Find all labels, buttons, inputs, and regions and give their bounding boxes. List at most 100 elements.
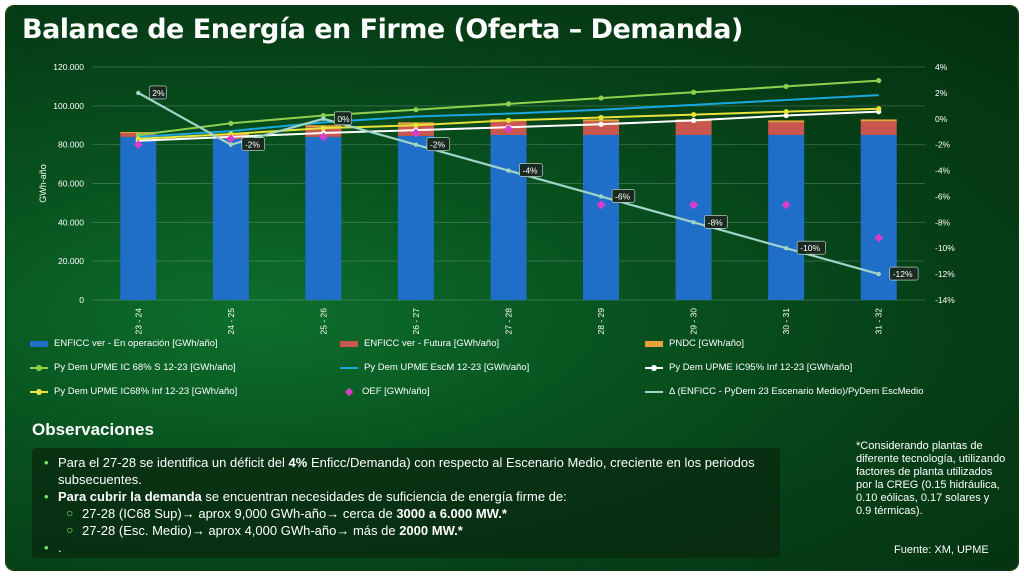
- legend-item: Py Dem UPME IC95% Inf 12-23 [GWh/año]: [645, 362, 852, 373]
- pct-marker: [321, 116, 326, 121]
- circle-bullet-icon: ○: [66, 523, 74, 537]
- y2-tick-label: -2%: [935, 140, 951, 150]
- series-marker: [228, 120, 234, 126]
- series-marker: [691, 89, 697, 95]
- legend-swatch: [340, 366, 358, 369]
- x-tick-label: 28 - 29: [596, 308, 606, 335]
- y2-tick-label: -4%: [935, 166, 951, 176]
- legend-swatch: [30, 364, 48, 371]
- circle-bullet-icon: ○: [66, 506, 74, 520]
- oef-marker: [596, 200, 606, 210]
- y-tick-label: 60.000: [58, 179, 84, 189]
- bullet-icon: •: [44, 455, 49, 470]
- y2-tick-label: -12%: [935, 269, 955, 279]
- series-marker: [320, 112, 326, 119]
- pct-marker: [136, 90, 141, 96]
- y-tick-label: 120.000: [53, 62, 84, 72]
- pct-marker: [598, 194, 604, 199]
- y2-tick-label: 0%: [935, 114, 948, 124]
- y-tick-label: 20.000: [58, 256, 84, 266]
- observation-item: • .: [44, 540, 62, 555]
- x-tick-label: 29 - 30: [689, 308, 699, 335]
- bar-segment: [675, 121, 712, 135]
- series-marker: [505, 101, 512, 107]
- oef-marker: [874, 233, 884, 243]
- pct-data-label: -2%: [245, 140, 261, 150]
- bullet-icon: •: [44, 540, 49, 555]
- series-marker: [876, 77, 882, 84]
- oef-marker: [318, 132, 328, 142]
- bar-segment: [212, 138, 249, 300]
- oef-marker: [133, 140, 143, 150]
- legend-label: OEF [GWh/año]: [362, 386, 430, 397]
- series-marker: [598, 114, 604, 121]
- pct-marker: [228, 142, 234, 147]
- bar-segment: [490, 134, 527, 300]
- series-marker: [505, 117, 512, 123]
- legend-swatch: [30, 340, 48, 347]
- series-marker: [598, 95, 604, 101]
- bar-segment: [860, 121, 897, 135]
- pct-data-label: -12%: [893, 269, 913, 279]
- observation-subitem: ○ 27-28 (Esc. Medio)→ aprox 4,000 GWh-añ…: [66, 523, 463, 538]
- legend-label: PNDC [GWh/año]: [669, 338, 744, 349]
- legend-item: OEF [GWh/año]: [340, 386, 430, 397]
- oef-marker: [411, 128, 421, 138]
- legend-swatch: [645, 340, 663, 347]
- y-tick-label: 80.000: [58, 140, 84, 150]
- bar-segment: [583, 134, 620, 300]
- observations-list: • Para el 27-28 se identifica un déficit…: [44, 454, 780, 556]
- pct-data-label: 0%: [337, 114, 350, 124]
- x-tick-label: 26 - 27: [411, 308, 421, 335]
- legend-swatch: [30, 388, 48, 395]
- legend-label: ENFICC ver - Futura [GWh/año]: [364, 338, 500, 349]
- pct-label-box: [611, 189, 636, 203]
- legend-swatch: [344, 387, 354, 396]
- pct-label-box: [704, 215, 728, 229]
- y2-tick-label: -14%: [935, 295, 955, 305]
- series-marker: [876, 106, 882, 112]
- bar-segment: [860, 119, 897, 122]
- legend-item: Δ (ENFICC - PyDem 23 Escenario Medio)/Py…: [645, 386, 923, 397]
- series-marker: [783, 83, 789, 90]
- legend-swatch: [645, 390, 663, 393]
- series-marker: [783, 112, 789, 119]
- pct-marker: [876, 271, 881, 277]
- series-marker: [783, 109, 789, 115]
- series-line: [138, 94, 879, 138]
- pct-label-box: [334, 111, 352, 126]
- pct-marker: [783, 246, 789, 251]
- pct-data-label: -2%: [430, 140, 446, 150]
- series-marker: [691, 111, 697, 118]
- legend-item: PNDC [GWh/año]: [645, 338, 744, 349]
- series-marker: [135, 136, 141, 142]
- chart-legend: ENFICC ver - En operación [GWh/año] ENFIC…: [30, 336, 970, 406]
- y2-tick-label: -10%: [935, 243, 955, 253]
- bar-segment: [120, 136, 157, 300]
- bar-segment: [397, 135, 434, 300]
- bar-segment: [305, 136, 342, 300]
- pct-label-box: [426, 137, 451, 151]
- legend-item: Py Dem UPME IC68% Inf 12-23 [GWh/año]: [30, 386, 237, 397]
- legend-item: ENFICC ver - Futura [GWh/año]: [340, 338, 499, 349]
- y-axis-label: GWh-año: [38, 164, 48, 203]
- legend-item: Py Dem UPME EscM 12-23 [GWh/año]: [340, 362, 529, 373]
- pct-label-box: [519, 163, 543, 177]
- pct-data-label: -8%: [708, 217, 724, 227]
- pct-label-box: [241, 137, 265, 151]
- pct-label-box: [148, 85, 167, 100]
- legend-label: Py Dem UPME EscM 12-23 [GWh/año]: [364, 362, 530, 373]
- bar-segment: [583, 119, 620, 122]
- oef-marker: [781, 200, 791, 210]
- legend-label: Py Dem UPME IC68% Inf 12-23 [GWh/año]: [54, 386, 238, 397]
- source-note: Fuente: XM, UPME: [894, 544, 989, 556]
- oef-marker: [504, 124, 513, 134]
- observations-title: Observaciones: [32, 420, 154, 439]
- x-tick-label: 25 - 26: [318, 308, 328, 335]
- observations-box: [32, 448, 780, 558]
- legend-item: Py Dem UPME IC 68% S 12-23 [GWh/año]: [30, 362, 236, 373]
- x-tick-label: 24 - 25: [226, 308, 236, 335]
- series-marker: [691, 117, 697, 123]
- pct-data-label: -10%: [800, 243, 820, 253]
